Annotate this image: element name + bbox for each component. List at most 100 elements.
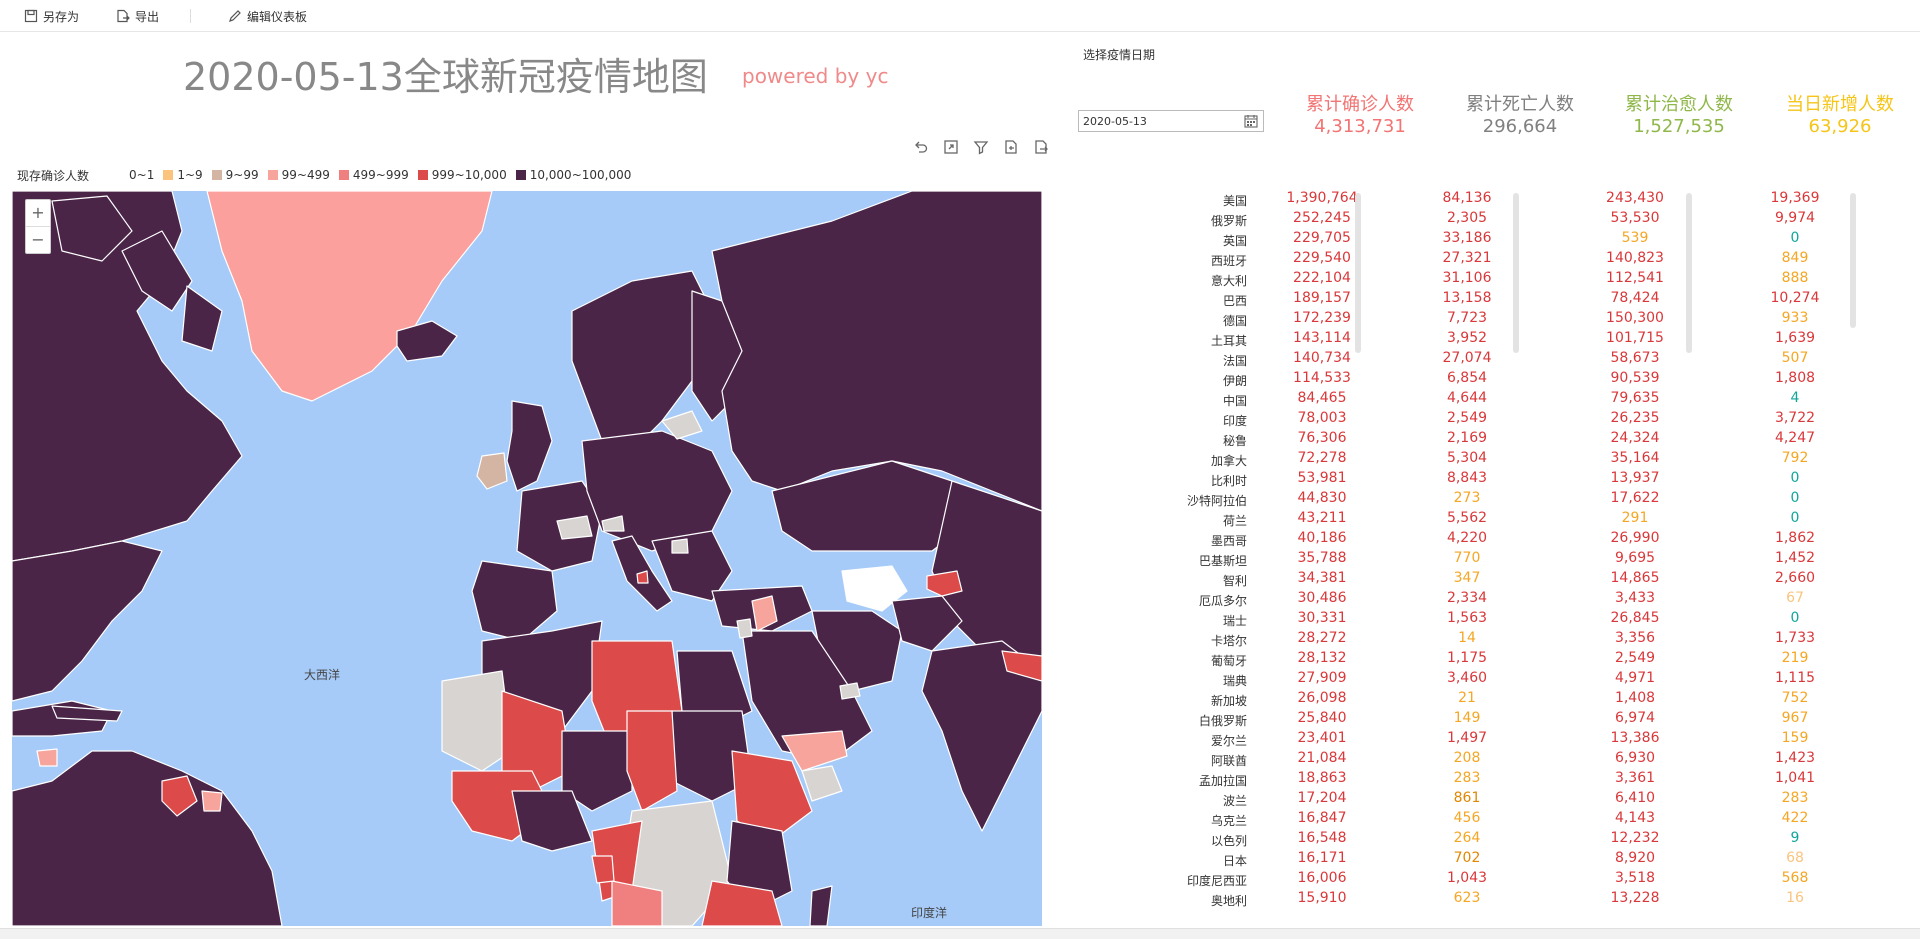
table-row[interactable]: 英国 229,705 33,186 539 0 [1100,230,1900,250]
region-yemen[interactable] [781,730,848,772]
table-row[interactable]: 加拿大 72,278 5,304 35,164 792 [1100,450,1900,470]
table-row[interactable]: 厄瓜多尔 30,486 2,334 3,433 67 [1100,590,1900,610]
region-angola-pink[interactable] [611,880,663,926]
table-row[interactable]: 巴基斯坦 35,788 770 9,695 1,452 [1100,550,1900,570]
table-row[interactable]: 日本 16,171 702 8,920 68 [1100,850,1900,870]
table-row[interactable]: 荷兰 43,211 5,562 291 0 [1100,510,1900,530]
filter-icon[interactable] [973,139,989,155]
region-syria[interactable] [751,595,778,632]
world-map[interactable] [12,191,1042,926]
region-mali-red[interactable] [501,690,573,792]
calendar-icon[interactable] [1244,114,1258,128]
region-greenland[interactable] [206,191,493,402]
region-ethiopia[interactable] [731,750,813,842]
table-row[interactable]: 新加坡 26,098 21 1,408 752 [1100,690,1900,710]
region-guyana[interactable] [201,790,223,812]
table-row[interactable]: 伊朗 114,533 6,854 90,539 1,808 [1100,370,1900,390]
region-baffin[interactable] [121,230,193,312]
table-row[interactable]: 美国 1,390,764 84,136 243,430 19,369 [1100,190,1900,210]
table-row[interactable]: 葡萄牙 28,132 1,175 2,549 219 [1100,650,1900,670]
region-southern-africa[interactable] [701,880,783,926]
scrollbar-confirmed[interactable] [1355,193,1361,353]
legend-item[interactable]: 499~999 [338,168,409,182]
region-cuba[interactable] [51,705,123,722]
region-sahel[interactable] [561,730,633,812]
scrollbar-recovered[interactable] [1686,193,1692,353]
region-south-america[interactable] [12,750,283,926]
table-row[interactable]: 阿联酋 21,084 208 6,930 1,423 [1100,750,1900,770]
region-red-asia[interactable] [1001,650,1042,682]
region-north-islands[interactable] [51,195,133,262]
export-data-icon[interactable] [1003,139,1019,155]
undo-icon[interactable] [913,139,929,155]
region-gray-europe[interactable] [601,515,625,532]
region-iceland[interactable] [396,320,458,362]
expand-icon[interactable] [943,139,959,155]
region-afghanistan[interactable] [891,595,963,652]
region-madagascar[interactable] [809,885,833,926]
save-as-button[interactable]: 另存为 [24,6,79,26]
region-red-europe[interactable] [636,570,649,584]
zoom-out-button[interactable]: − [26,226,50,253]
region-ireland[interactable] [476,452,508,490]
region-gray-europe2[interactable] [556,515,593,540]
table-row[interactable]: 秘鲁 76,306 2,169 24,324 4,247 [1100,430,1900,450]
region-west-africa-dark[interactable] [511,790,593,852]
table-row[interactable]: 沙特阿拉伯 44,830 273 17,622 0 [1100,490,1900,510]
legend-item[interactable]: 9~99 [211,168,259,182]
zoom-in-button[interactable]: + [31,203,45,222]
table-row[interactable]: 波兰 17,204 861 6,410 283 [1100,790,1900,810]
share-icon[interactable] [1033,139,1049,155]
legend-item[interactable]: 0~1 [115,168,154,182]
legend-item[interactable]: 1~9 [163,168,203,182]
region-gray-levant[interactable] [736,618,753,639]
table-row[interactable]: 孟加拉国 18,863 283 3,361 1,041 [1100,770,1900,790]
table-row[interactable]: 德国 172,239 7,723 150,300 933 [1100,310,1900,330]
region-russia[interactable] [711,191,1042,512]
export-button[interactable]: 导出 [116,6,159,26]
table-row[interactable]: 瑞士 30,331 1,563 26,845 0 [1100,610,1900,630]
region-venezuela[interactable] [161,775,198,817]
region-pink-island[interactable] [36,748,58,767]
date-input[interactable] [1083,113,1233,129]
table-row[interactable]: 瑞典 27,909 3,460 4,971 1,115 [1100,670,1900,690]
region-gray-baltic[interactable] [661,410,703,440]
region-gray-gulf[interactable] [839,682,861,700]
scrollbar-deaths[interactable] [1513,193,1519,353]
legend-item[interactable]: 999~10,000 [417,168,507,182]
table-row[interactable]: 法国 140,734 27,074 58,673 507 [1100,350,1900,370]
region-uk[interactable] [506,400,553,492]
table-row[interactable]: 乌克兰 16,847 456 4,143 422 [1100,810,1900,830]
region-gabon-red[interactable] [591,855,615,884]
edit-dashboard-button[interactable]: 编辑仪表板 [228,6,307,26]
table-row[interactable]: 巴西 189,157 13,158 78,424 10,274 [1100,290,1900,310]
region-tajikistan[interactable] [926,570,963,597]
table-row[interactable]: 奥地利 15,910 623 13,228 16 [1100,890,1900,910]
table-row[interactable]: 西班牙 229,540 27,321 140,823 849 [1100,250,1900,270]
table-row[interactable]: 卡塔尔 28,272 14 3,356 1,733 [1100,630,1900,650]
table-row[interactable]: 以色列 16,548 264 12,232 9 [1100,830,1900,850]
legend-item[interactable]: 99~499 [267,168,330,182]
table-row[interactable]: 中国 84,465 4,644 79,635 4 [1100,390,1900,410]
region-baffin2[interactable] [181,285,223,352]
region-western-sahara-gray[interactable] [441,670,513,772]
table-row[interactable]: 智利 34,381 347 14,865 2,660 [1100,570,1900,590]
table-row[interactable]: 比利时 53,981 8,843 13,937 0 [1100,470,1900,490]
region-middle-east[interactable] [741,630,873,762]
region-gray-moldova[interactable] [671,538,689,554]
table-row[interactable]: 意大利 222,104 31,106 112,541 888 [1100,270,1900,290]
table-row[interactable]: 土耳其 143,114 3,952 101,715 1,639 [1100,330,1900,350]
region-somalia-gray[interactable] [801,765,843,802]
table-row[interactable]: 印度 78,003 2,549 26,235 3,722 [1100,410,1900,430]
table-row[interactable]: 俄罗斯 252,245 2,305 53,530 9,974 [1100,210,1900,230]
legend-item[interactable]: 10,000~100,000 [515,168,631,182]
table-row[interactable]: 白俄罗斯 25,840 149 6,974 967 [1100,710,1900,730]
date-picker[interactable] [1078,110,1264,132]
table-row[interactable]: 印度尼西亚 16,006 1,043 3,518 568 [1100,870,1900,890]
region-chad-red[interactable] [626,710,678,812]
table-row[interactable]: 爱尔兰 23,401 1,497 13,386 159 [1100,730,1900,750]
scrollbar-new[interactable] [1850,193,1856,328]
region-kazakhstan[interactable] [771,460,973,552]
map-canvas[interactable] [12,191,1042,926]
region-usa[interactable] [12,540,163,702]
